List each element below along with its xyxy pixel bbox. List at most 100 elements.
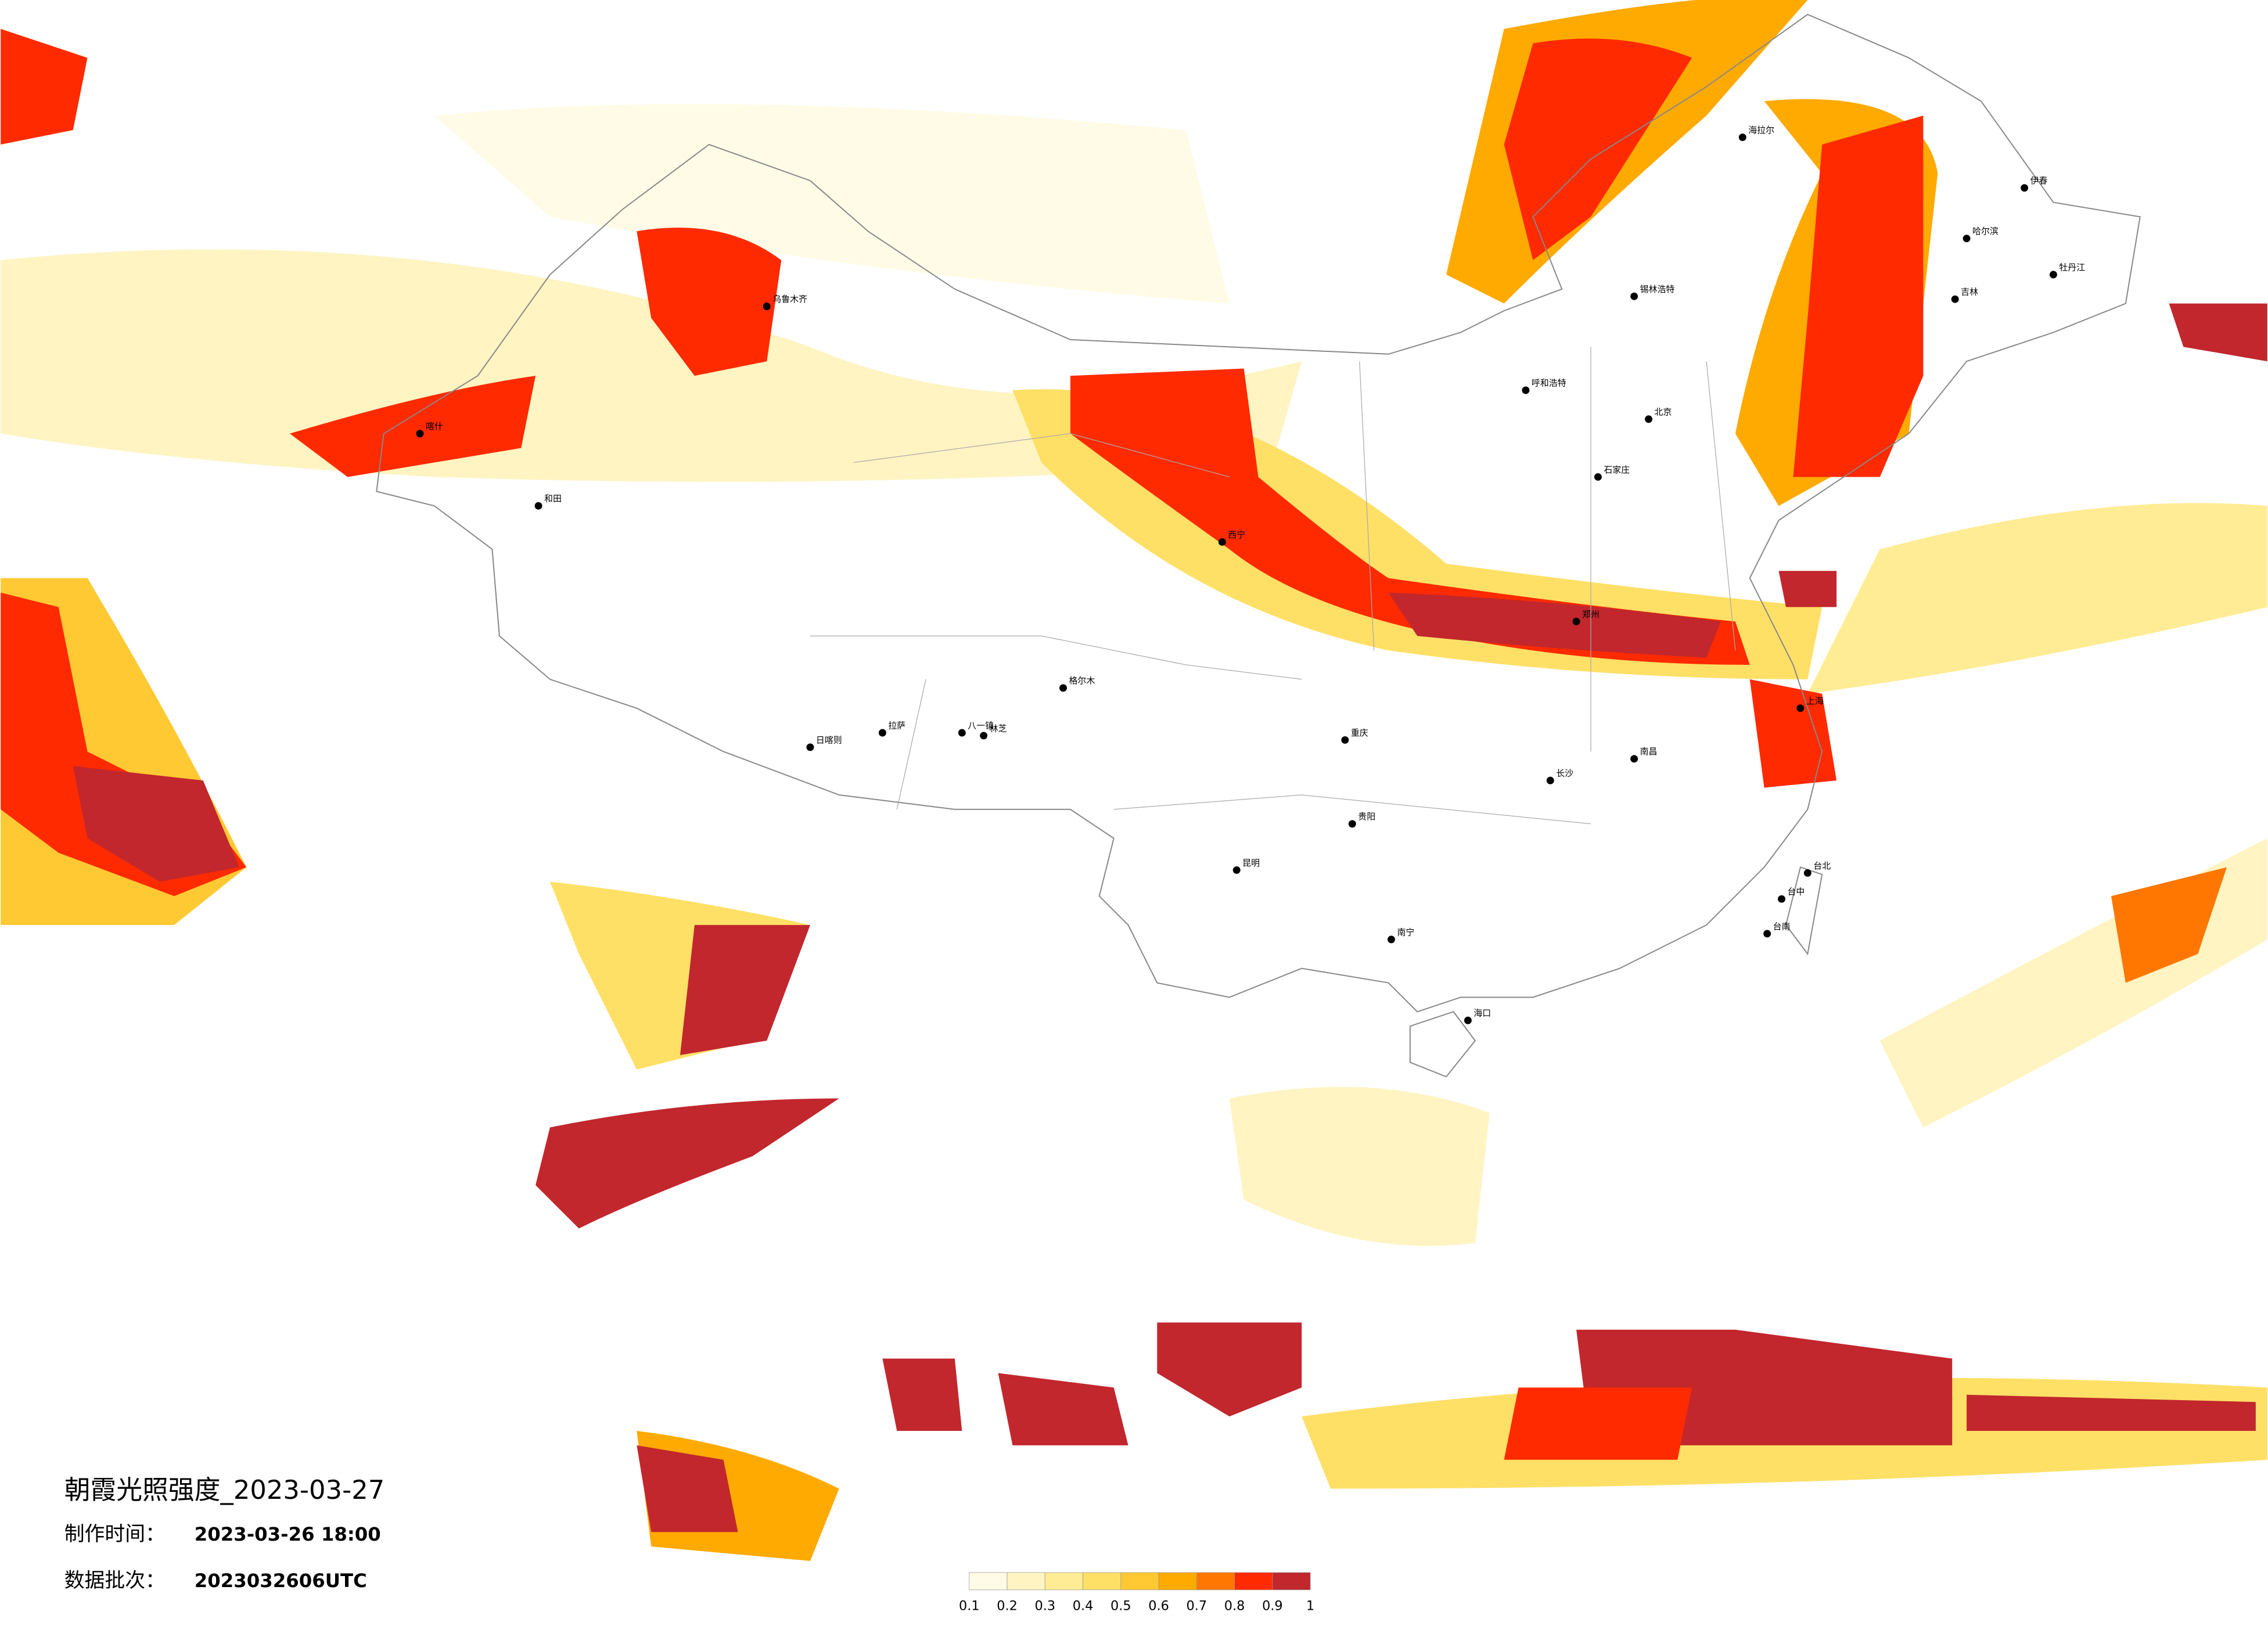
city-dot	[806, 743, 814, 751]
city-dot	[1546, 776, 1554, 785]
city-dot	[1388, 936, 1395, 944]
city-dot	[1630, 292, 1638, 300]
field-area	[2169, 303, 2267, 362]
city-label: 日喀则	[816, 735, 842, 745]
city-dot	[1963, 235, 1971, 243]
city-dot	[1778, 895, 1785, 903]
city-label: 哈尔滨	[1972, 226, 1999, 236]
city-dot	[1645, 415, 1653, 423]
island-border	[1409, 1011, 1476, 1078]
city-label: 吉林	[1961, 287, 1978, 297]
city-dot	[1572, 617, 1580, 625]
field-area	[1, 28, 88, 145]
legend-tick-label: 0.2	[997, 1599, 1018, 1614]
city-label: 八一镇	[968, 720, 994, 731]
city-label: 南昌	[1640, 746, 1658, 757]
field-area	[1749, 679, 1837, 788]
city-dot	[878, 729, 886, 737]
field-area	[434, 104, 1230, 304]
city-label: 石家庄	[1604, 465, 1630, 475]
field-area	[1229, 1087, 1490, 1246]
city-dot	[1464, 1016, 1472, 1024]
made-time-value: 2023-03-26 18:00	[195, 1523, 381, 1545]
city-dot	[1522, 386, 1530, 394]
city-dot	[1630, 755, 1638, 763]
legend-tick-label: 0.8	[1224, 1599, 1245, 1614]
legend-tick-label: 0.3	[1034, 1599, 1055, 1614]
field-area	[882, 1358, 962, 1431]
field-area	[637, 228, 782, 376]
city-dot	[958, 729, 966, 737]
city-dot	[1059, 684, 1067, 692]
city-dot	[1803, 869, 1811, 877]
island-border	[1785, 866, 1823, 956]
city-label: 台北	[1813, 861, 1831, 871]
city-dot	[763, 303, 771, 311]
city-label: 长沙	[1556, 768, 1573, 779]
field-area	[1388, 592, 1721, 658]
city-dot	[1594, 473, 1602, 481]
legend-swatch	[1272, 1572, 1311, 1591]
intensity-field	[1, 0, 2267, 1561]
city-label: 乌鲁木齐	[772, 294, 807, 304]
city-label: 南宁	[1397, 927, 1414, 937]
city-label: 格尔木	[1069, 675, 1095, 686]
legend-swatch	[1007, 1572, 1045, 1591]
city-dot	[534, 502, 542, 510]
legend-tick-label: 1	[1306, 1599, 1314, 1614]
city-label: 郑州	[1582, 609, 1600, 620]
city-dot	[1951, 295, 1959, 303]
city-dot	[1796, 704, 1805, 713]
legend-tick-label: 0.5	[1110, 1599, 1131, 1614]
city-dot	[1348, 820, 1356, 828]
city-label: 海拉尔	[1748, 125, 1774, 135]
batch-value: 2023032606UTC	[195, 1570, 367, 1592]
city-dot	[2021, 184, 2029, 192]
city-label: 上海	[1806, 696, 1824, 706]
city-label: 牡丹江	[2059, 262, 2085, 272]
legend-tick-label: 0.4	[1073, 1599, 1094, 1614]
legend-tick-label: 0.1	[959, 1599, 980, 1614]
field-area	[680, 924, 810, 1055]
legend-swatch	[1044, 1572, 1083, 1591]
city-label: 喀什	[426, 421, 443, 431]
map-title: 朝霞光照强度_2023-03-27	[64, 1474, 385, 1505]
city-label: 海口	[1473, 1008, 1491, 1019]
city-label: 和田	[544, 494, 562, 504]
city-label: 重庆	[1351, 728, 1368, 738]
legend-swatch	[1158, 1572, 1197, 1591]
field-area	[535, 1098, 839, 1229]
legend-swatch	[1196, 1572, 1235, 1591]
city-dot	[1738, 133, 1746, 141]
city-label: 拉萨	[888, 720, 905, 731]
field-area	[1070, 368, 1750, 665]
field-area	[73, 766, 239, 882]
made-time-label: 制作时间：	[64, 1523, 166, 1546]
city-dot	[1218, 538, 1226, 546]
field-area	[1504, 1387, 1692, 1460]
field-area	[1967, 1394, 2256, 1431]
field-area	[1778, 571, 1837, 607]
city-label: 北京	[1655, 406, 1672, 417]
field-area	[1157, 1322, 1302, 1417]
field-area	[289, 376, 536, 477]
city-label: 台中	[1787, 887, 1805, 897]
legend-tick-label: 0.9	[1262, 1599, 1283, 1614]
legend-swatch	[969, 1572, 1008, 1591]
legend-swatch	[1234, 1572, 1273, 1591]
city-dot	[980, 732, 988, 740]
field-area	[998, 1373, 1128, 1445]
legend-tick-label: 0.6	[1148, 1599, 1169, 1614]
city-label: 锡林浩特	[1640, 284, 1675, 294]
field-area	[1504, 38, 1692, 261]
city-label: 台南	[1773, 921, 1791, 931]
city-dot	[2049, 271, 2057, 279]
country-border	[376, 13, 2141, 1013]
field-area	[637, 1445, 738, 1533]
city-label: 伊春	[2030, 175, 2048, 186]
city-dot	[416, 430, 424, 438]
city-label: 林芝	[990, 723, 1007, 733]
city-label: 昆明	[1242, 858, 1260, 868]
